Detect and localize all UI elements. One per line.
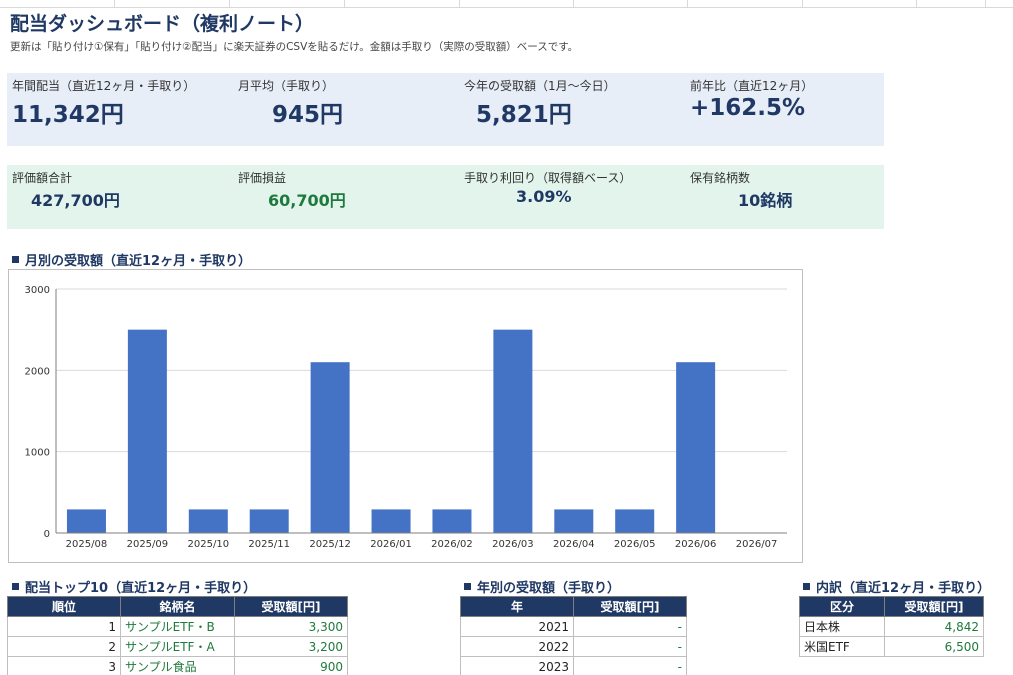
category-cell: 米国ETF xyxy=(799,636,885,657)
chart-section-title-text: 月別の受取額（直近12ヶ月・手取り） xyxy=(25,254,252,269)
y-tick-label: 1000 xyxy=(25,448,50,459)
kpi-annual-value: 11,342円 xyxy=(12,102,124,128)
kpi-unrealized-value: 60,700円 xyxy=(268,191,346,210)
breakdown-table: 区分 受取額[円] 日本株 4,842 米国ETF 6,500 xyxy=(799,596,984,657)
stock-name-cell: サンプルETF・A xyxy=(120,636,235,657)
rank-cell: 2 xyxy=(7,636,121,657)
x-tick-label: 2025/09 xyxy=(127,539,169,550)
bullet-square-icon xyxy=(12,583,19,590)
amount-cell: 900 xyxy=(234,656,348,675)
kpi-yoy-label: 前年比（直近12ヶ月） xyxy=(690,79,814,93)
bullet-square-icon xyxy=(12,256,19,263)
page-subtitle: 更新は「貼り付け①保有」「貼り付け②配当」に楽天証券のCSVを貼るだけ。金額は手… xyxy=(10,41,579,53)
bullet-square-icon xyxy=(803,583,810,590)
table-row[interactable]: 米国ETF 6,500 xyxy=(799,636,984,657)
amount-cell: - xyxy=(573,616,687,637)
amount-cell: - xyxy=(573,636,687,657)
y-tick-label: 3000 xyxy=(25,285,50,296)
x-tick-label: 2025/08 xyxy=(66,539,108,550)
table-row[interactable]: 2 サンプルETF・A 3,200 xyxy=(7,636,348,657)
chart-svg: 0 1000 2000 3000 2025/08 2025/09 2025/10 2025/1… xyxy=(25,285,787,550)
bar-2026-01 xyxy=(371,509,411,533)
kpi-ytd-value: 5,821円 xyxy=(476,102,572,128)
x-tick-label: 2026/06 xyxy=(675,539,717,550)
table-row[interactable]: 2022 - xyxy=(460,636,687,657)
top10-table: 順位 銘柄名 受取額[円] 1 サンプルETF・B 3,300 2 サンプルET… xyxy=(7,596,348,675)
bar-2025-12 xyxy=(310,362,350,533)
x-tick-label: 2025/10 xyxy=(188,539,230,550)
sheet-gridlines xyxy=(0,0,1013,8)
kpi-band-dividends xyxy=(7,73,884,146)
chart-section-title: 月別の受取額（直近12ヶ月・手取り） xyxy=(12,250,251,269)
table-row[interactable]: 2021 - xyxy=(460,616,687,637)
bullet-square-icon xyxy=(464,583,471,590)
bar-2026-06 xyxy=(676,362,716,533)
bar-2025-10 xyxy=(188,509,228,533)
x-tick-label: 2025/12 xyxy=(309,539,351,550)
kpi-yield-value: 3.09% xyxy=(516,187,572,206)
kpi-unrealized-label: 評価損益 xyxy=(238,171,287,185)
rank-cell: 3 xyxy=(7,656,121,675)
year-cell: 2023 xyxy=(460,656,574,675)
kpi-yield-label: 手取り利回り（取得額ベース） xyxy=(464,171,632,185)
kpi-band-portfolio xyxy=(7,165,884,229)
x-tick-label: 2025/11 xyxy=(248,539,290,550)
stock-name-cell: サンプル食品 xyxy=(120,656,235,675)
kpi-annual-label: 年間配当（直近12ヶ月・手取り） xyxy=(12,79,196,93)
year-cell: 2022 xyxy=(460,636,574,657)
x-tick-label: 2026/03 xyxy=(492,539,534,550)
y-tick-label: 0 xyxy=(44,529,50,540)
bar-2026-05 xyxy=(615,509,655,533)
kpi-market-value: 427,700円 xyxy=(31,191,120,210)
yearly-header-year: 年 xyxy=(460,596,574,617)
top10-header-name: 銘柄名 xyxy=(120,596,235,617)
bar-2025-11 xyxy=(249,509,289,533)
x-tick-label: 2026/05 xyxy=(614,539,656,550)
year-cell: 2021 xyxy=(460,616,574,637)
kpi-monthly-value: 945円 xyxy=(272,102,344,128)
yearly-table: 年 受取額[円] 2021 - 2022 - 2023 - xyxy=(460,596,687,675)
kpi-yoy-value: +162.5% xyxy=(690,95,806,121)
x-tick-label: 2026/07 xyxy=(736,539,778,550)
table-row[interactable]: 日本株 4,842 xyxy=(799,616,984,637)
breakdown-header-amount: 受取額[円] xyxy=(884,596,984,617)
top10-section-title: 配当トップ10（直近12ヶ月・手取り） xyxy=(12,577,256,596)
bar-2026-04 xyxy=(554,509,594,533)
bar-2025-08 xyxy=(66,509,106,533)
yearly-section-title: 年別の受取額（手取り） xyxy=(464,577,620,596)
rank-cell: 1 xyxy=(7,616,121,637)
breakdown-section-title-text: 内訳（直近12ヶ月・手取り） xyxy=(816,581,991,596)
category-cell: 日本株 xyxy=(799,616,885,637)
y-tick-label: 2000 xyxy=(25,366,50,377)
top10-header-amount: 受取額[円] xyxy=(234,596,348,617)
bar-2025-09 xyxy=(127,329,167,533)
amount-cell: 3,200 xyxy=(234,636,348,657)
page-title: 配当ダッシュボード（複利ノート） xyxy=(10,13,315,35)
breakdown-header-category: 区分 xyxy=(799,596,885,617)
yearly-section-title-text: 年別の受取額（手取り） xyxy=(477,581,621,596)
table-row[interactable]: 2023 - xyxy=(460,656,687,675)
amount-cell: 3,300 xyxy=(234,616,348,637)
table-row[interactable]: 3 サンプル食品 900 xyxy=(7,656,348,675)
table-row[interactable]: 1 サンプルETF・B 3,300 xyxy=(7,616,348,637)
kpi-market-value-label: 評価額合計 xyxy=(12,171,73,185)
kpi-holdings-value: 10銘柄 xyxy=(738,191,793,210)
amount-cell: 6,500 xyxy=(884,636,984,657)
top10-section-title-text: 配当トップ10（直近12ヶ月・手取り） xyxy=(25,581,257,596)
monthly-dividend-chart[interactable]: 0 1000 2000 3000 2025/08 2025/09 2025/10 2025/1… xyxy=(8,269,803,563)
kpi-holdings-label: 保有銘柄数 xyxy=(690,171,751,185)
x-tick-label: 2026/02 xyxy=(431,539,473,550)
top10-header-rank: 順位 xyxy=(7,596,121,617)
kpi-monthly-label: 月平均（手取り） xyxy=(238,79,335,93)
breakdown-section-title: 内訳（直近12ヶ月・手取り） xyxy=(803,577,990,596)
bar-2026-03 xyxy=(493,329,533,533)
kpi-ytd-label: 今年の受取額（1月〜今日） xyxy=(464,79,616,93)
amount-cell: - xyxy=(573,656,687,675)
stock-name-cell: サンプルETF・B xyxy=(120,616,235,637)
yearly-header-amount: 受取額[円] xyxy=(573,596,687,617)
x-tick-label: 2026/01 xyxy=(370,539,412,550)
amount-cell: 4,842 xyxy=(884,616,984,637)
x-tick-label: 2026/04 xyxy=(553,539,595,550)
bar-2026-02 xyxy=(432,509,472,533)
